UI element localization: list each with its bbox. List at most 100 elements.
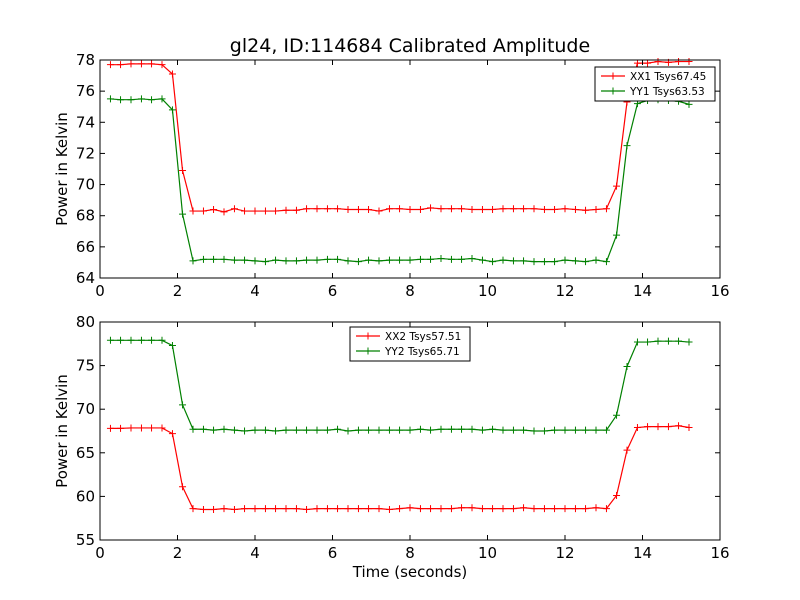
x-tick-label: 4: [250, 544, 260, 562]
data-point: [168, 106, 176, 114]
data-point: [437, 505, 445, 513]
data-point: [406, 205, 414, 213]
y-tick-label: 74: [76, 113, 95, 131]
legend-label: XX2 Tsys57.51: [385, 331, 461, 343]
data-point: [592, 205, 600, 213]
data-point: [272, 207, 280, 215]
data-point: [354, 505, 362, 513]
data-point: [272, 505, 280, 513]
data-point: [354, 426, 362, 434]
data-point: [137, 336, 145, 344]
data-point: [551, 426, 559, 434]
data-point: [416, 505, 424, 513]
x-axis-label: Time (seconds): [352, 563, 468, 581]
data-point: [282, 206, 290, 214]
data-point: [251, 257, 259, 265]
data-point: [365, 505, 373, 513]
data-point: [675, 58, 683, 66]
legend-box: [594, 66, 716, 102]
data-point: [602, 505, 610, 513]
data-point: [561, 205, 569, 213]
y-tick-label: 65: [76, 444, 95, 462]
data-point: [127, 424, 135, 432]
data-point: [623, 362, 631, 370]
data-point: [540, 505, 548, 513]
x-tick-label: 0: [95, 282, 105, 300]
data-point: [137, 424, 145, 432]
data-point: [582, 206, 590, 214]
data-point: [344, 205, 352, 213]
data-point: [148, 424, 156, 432]
data-point: [644, 59, 652, 67]
data-point: [571, 257, 579, 265]
data-point: [582, 426, 590, 434]
y-tick-label: 55: [76, 531, 95, 549]
data-point: [489, 258, 497, 266]
data-point: [644, 338, 652, 346]
x-tick-label: 2: [173, 544, 183, 562]
data-point: [509, 426, 517, 434]
data-point: [437, 255, 445, 263]
x-tick-label: 12: [555, 282, 574, 300]
data-point: [416, 425, 424, 433]
data-point: [613, 411, 621, 419]
x-tick-label: 14: [633, 282, 652, 300]
data-point: [106, 61, 114, 69]
data-point: [520, 205, 528, 213]
data-point: [323, 426, 331, 434]
data-point: [447, 205, 455, 213]
data-point: [313, 426, 321, 434]
data-point: [261, 207, 269, 215]
data-point: [396, 205, 404, 213]
data-point: [675, 422, 683, 430]
data-point: [530, 427, 538, 435]
y-tick-label: 76: [76, 82, 95, 100]
data-point: [210, 505, 218, 513]
y-tick-label: 64: [76, 269, 95, 287]
y-tick-label: 78: [76, 51, 95, 69]
data-point: [458, 504, 466, 512]
data-point: [499, 256, 507, 264]
data-point: [654, 58, 662, 66]
data-point: [179, 167, 187, 175]
data-point: [561, 505, 569, 513]
data-point: [168, 342, 176, 350]
data-point: [303, 426, 311, 434]
data-point: [241, 505, 249, 513]
legend-marker: [364, 347, 372, 355]
data-point: [272, 427, 280, 435]
data-point: [137, 95, 145, 103]
data-point: [148, 96, 156, 104]
data-point: [685, 100, 693, 108]
data-point: [199, 255, 207, 263]
data-point: [375, 207, 383, 215]
data-point: [261, 258, 269, 266]
y-tick-label: 70: [76, 400, 95, 418]
data-point: [365, 256, 373, 264]
data-point: [354, 205, 362, 213]
data-point: [220, 255, 228, 263]
x-tick-label: 2: [173, 282, 183, 300]
data-point: [416, 255, 424, 263]
legend-marker: [609, 72, 617, 80]
data-point: [334, 255, 342, 263]
legend-marker: [364, 332, 372, 340]
data-point: [468, 255, 476, 263]
data-point: [261, 505, 269, 513]
data-point: [168, 70, 176, 78]
data-point: [323, 505, 331, 513]
data-point: [179, 483, 187, 491]
data-point: [230, 426, 238, 434]
data-point: [106, 336, 114, 344]
legend-label: YY2 Tsys65.71: [384, 346, 460, 358]
data-point: [468, 425, 476, 433]
y-tick-label: 80: [76, 313, 95, 331]
data-point: [623, 142, 631, 150]
data-point: [127, 336, 135, 344]
series-line-1: [110, 425, 690, 511]
data-point: [375, 257, 383, 265]
data-point: [685, 338, 693, 346]
data-point: [241, 427, 249, 435]
data-point: [127, 96, 135, 104]
